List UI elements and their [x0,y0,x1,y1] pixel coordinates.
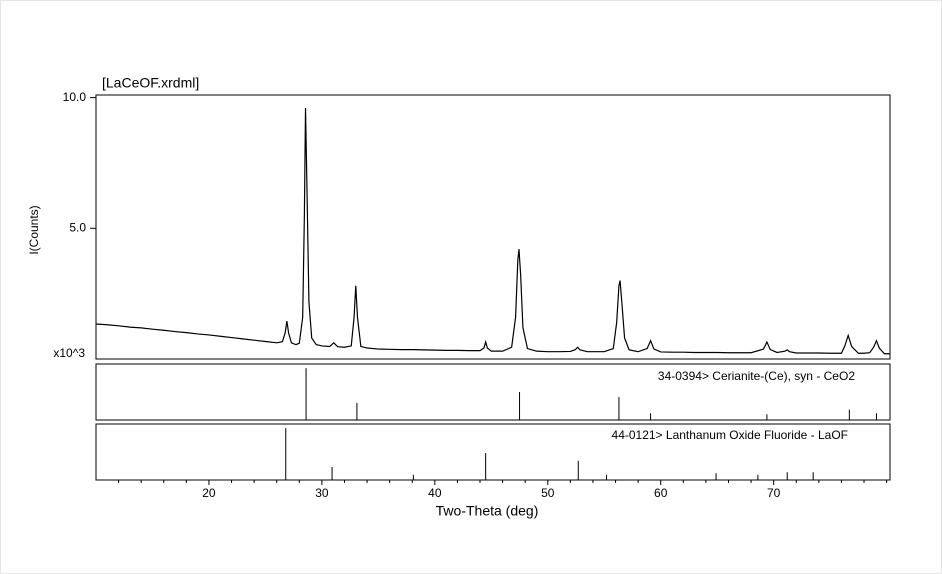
x-tick-label: 50 [541,486,555,500]
x-tick-label: 60 [654,486,668,500]
reference-label: 44-0121> Lanthanum Oxide Fluoride - LaOF [612,428,848,442]
y-tick-label: 10.0 [63,90,87,104]
plot-frame [95,363,891,421]
x-axis-label: Two-Theta (deg) [436,503,539,519]
plot-frame [95,94,891,360]
y-multiplier: x10^3 [53,346,85,360]
y-axis-label: I(Counts) [27,205,41,254]
x-tick-label: 40 [428,486,442,500]
x-tick-label: 30 [315,486,329,500]
y-tick-label: 5.0 [69,220,86,234]
diffraction-line [95,108,890,355]
chart-title: [LaCeOF.xrdml] [102,75,199,91]
reference-label: 34-0394> Cerianite-(Ce), syn - CeO2 [658,369,855,383]
x-tick-label: 20 [202,486,216,500]
plot-frame [95,423,891,481]
x-tick-label: 70 [767,486,781,500]
